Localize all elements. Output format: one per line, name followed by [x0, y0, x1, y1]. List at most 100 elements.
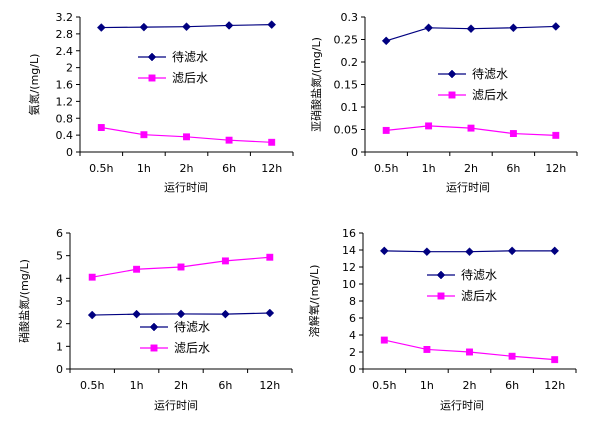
series-2-point [97, 124, 105, 131]
x-tick-label: 2h [463, 379, 477, 392]
x-tick-label: 0.5h [80, 379, 104, 392]
y-tick-label: 0.25 [334, 34, 359, 47]
series-2-point [221, 257, 229, 265]
series-2-point [382, 126, 390, 134]
x-tick-label: 1h [137, 162, 151, 175]
x-tick-label: 12h [259, 379, 280, 392]
y-tick-label: 8 [349, 295, 356, 308]
x-axis-title: 运行时间 [164, 181, 208, 194]
x-tick-label: 2h [180, 162, 194, 175]
y-tick-label: 2 [66, 62, 73, 75]
y-tick-label: 2.8 [56, 28, 74, 41]
series-1-point [509, 23, 518, 33]
y-tick-label: 1.2 [56, 95, 74, 108]
y-tick-label: 3 [56, 295, 63, 308]
y-tick-label: 1.6 [56, 79, 74, 92]
x-tick-label: 12h [545, 162, 566, 175]
x-tick-label: 12h [544, 379, 565, 392]
y-tick-label: 0 [56, 363, 63, 376]
series-2-point [266, 253, 274, 261]
series-2-point [425, 122, 433, 130]
y-axis-title: 硝酸盐氮/(mg/L) [17, 259, 31, 343]
legend-label: 待滤水 [172, 50, 208, 64]
chart-1: 0 0.4 0.8 1.2 1.6 2 2.4 2.8 3.2 0.5h 1h 2h 6h 12h 运行时间… [27, 11, 294, 194]
legend-label: 滤后水 [461, 289, 497, 303]
series-2-point [551, 356, 559, 364]
x-tick-label: 6h [222, 162, 236, 175]
series-1-point [267, 20, 277, 29]
series-2-point [133, 265, 141, 273]
series-1-point [466, 24, 476, 34]
legend-label: 滤后水 [472, 88, 508, 102]
y-tick-label: 2 [56, 318, 63, 331]
legend-marker [149, 322, 159, 332]
series-2-point [508, 352, 516, 360]
y-tick-label: 14 [342, 244, 356, 257]
y-tick-label: 10 [342, 278, 356, 291]
series-1-point [139, 22, 149, 32]
series-2-point [423, 346, 431, 353]
legend-marker [147, 52, 157, 62]
x-tick-label: 0.5h [89, 162, 113, 175]
x-axis-title: 运行时间 [440, 399, 484, 412]
y-tick-label: 0.8 [56, 112, 74, 125]
x-tick-label: 1h [130, 379, 144, 392]
series-2-point [552, 131, 560, 139]
series-2-point [177, 263, 185, 271]
y-tick-label: 12 [342, 261, 356, 274]
series-1-point [422, 247, 432, 257]
legend-marker [150, 344, 158, 352]
legend-label: 滤后水 [172, 71, 208, 85]
y-axis-title: 氨氮/(mg/L) [27, 54, 41, 116]
series-2-point [380, 336, 388, 344]
y-tick-label: 1 [56, 340, 63, 353]
legend-marker [148, 74, 156, 82]
legend-label: 待滤水 [472, 67, 508, 81]
series-1-point [96, 23, 106, 32]
x-tick-label: 2h [464, 162, 478, 175]
y-tick-label: 0.1 [341, 101, 359, 114]
series-1-point [507, 246, 517, 256]
y-axis-title: 亚硝酸盐氮/(mg/L) [309, 37, 323, 132]
y-tick-label: 0.15 [334, 79, 359, 92]
legend-marker [437, 292, 445, 300]
legend-marker [436, 270, 446, 280]
x-tick-label: 6h [505, 379, 519, 392]
legend-label: 滤后水 [174, 341, 210, 355]
series-2-point [225, 136, 233, 144]
series-1-point [379, 246, 389, 256]
y-tick-label: 0 [66, 146, 73, 159]
legend-label: 待滤水 [461, 268, 497, 282]
x-tick-label: 6h [506, 162, 520, 175]
x-tick-label: 2h [174, 379, 188, 392]
y-tick-label: 0.05 [334, 124, 359, 137]
series-2-point [467, 124, 475, 132]
x-tick-label: 6h [218, 379, 232, 392]
series-1-point [265, 308, 275, 318]
series-1-point [182, 22, 191, 32]
legend-marker [447, 69, 457, 79]
series-2-point [183, 133, 190, 141]
y-tick-label: 4 [56, 272, 63, 285]
series-1-point [424, 23, 433, 33]
series-1-point [176, 309, 186, 319]
series-2-point [140, 131, 148, 139]
y-tick-label: 16 [342, 227, 356, 240]
series-1-point [132, 309, 141, 319]
series-1-point [550, 246, 560, 256]
y-tick-label: 0 [349, 363, 356, 376]
legend-label: 待滤水 [174, 320, 210, 334]
series-1-point [551, 22, 561, 31]
legend-marker [448, 91, 456, 99]
chart-2: 0 0.05 0.1 0.15 0.2 0.25 0.3 0.5h 1h 2h 6h 12h 运行时间 亚… [309, 11, 578, 194]
y-tick-label: 0 [351, 146, 358, 159]
y-tick-label: 2 [349, 346, 356, 359]
series-2-point [88, 273, 96, 281]
y-tick-label: 6 [56, 227, 63, 240]
series-2-point [509, 130, 517, 138]
x-tick-label: 0.5h [374, 162, 398, 175]
